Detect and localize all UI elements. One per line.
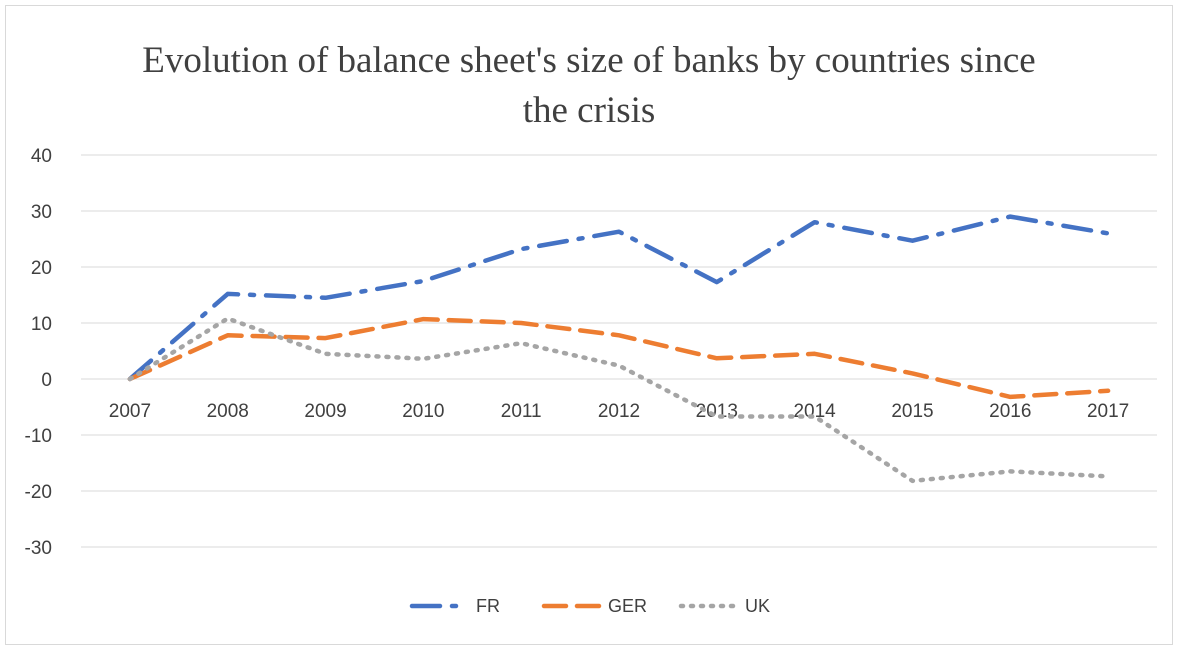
y-tick-label: -30 — [25, 538, 52, 559]
x-tick-label: 2007 — [109, 401, 151, 422]
x-tick-label: 2011 — [501, 401, 542, 422]
x-tick-label: 2010 — [402, 401, 444, 422]
y-tick-label: -10 — [25, 426, 52, 447]
x-tick-label: 2009 — [304, 401, 346, 422]
legend-label-ger: GER — [608, 596, 647, 616]
legend: FR GER UK — [409, 596, 770, 616]
chart-title-line-1: Evolution of balance sheet's size of ban… — [142, 40, 1036, 81]
chart-title: Evolution of balance sheet's size of ban… — [0, 36, 1178, 136]
y-axis-ticks: -30 -20 -10 0 10 20 30 40 — [25, 146, 52, 559]
x-tick-label: 2008 — [207, 401, 249, 422]
series-lines — [127, 214, 1111, 484]
x-axis-ticks: 2007 2008 2009 2010 2011 2012 2013 2014 2015 2016… — [109, 401, 1129, 422]
legend-label-fr: FR — [476, 596, 500, 616]
x-tick-label: 2017 — [1087, 401, 1129, 422]
y-tick-label: -20 — [25, 482, 52, 503]
x-tick-label: 2013 — [696, 401, 738, 422]
x-tick-label: 2016 — [989, 401, 1031, 422]
y-tick-label: 40 — [31, 146, 52, 167]
y-tick-label: 30 — [31, 202, 52, 223]
y-tick-label: 20 — [31, 258, 52, 279]
gridlines — [81, 154, 1157, 548]
chart-frame — [5, 5, 1173, 645]
y-tick-label: 10 — [31, 314, 52, 335]
chart-title-line-2: the crisis — [522, 90, 656, 131]
x-tick-label: 2012 — [598, 401, 640, 422]
legend-label-uk: UK — [745, 596, 770, 616]
y-tick-label: 0 — [41, 370, 52, 391]
series-line-fr — [127, 214, 1111, 382]
series-line-uk — [127, 316, 1111, 484]
x-tick-label: 2014 — [793, 401, 836, 422]
x-tick-label: 2015 — [891, 401, 933, 422]
series-line-ger — [127, 316, 1111, 400]
